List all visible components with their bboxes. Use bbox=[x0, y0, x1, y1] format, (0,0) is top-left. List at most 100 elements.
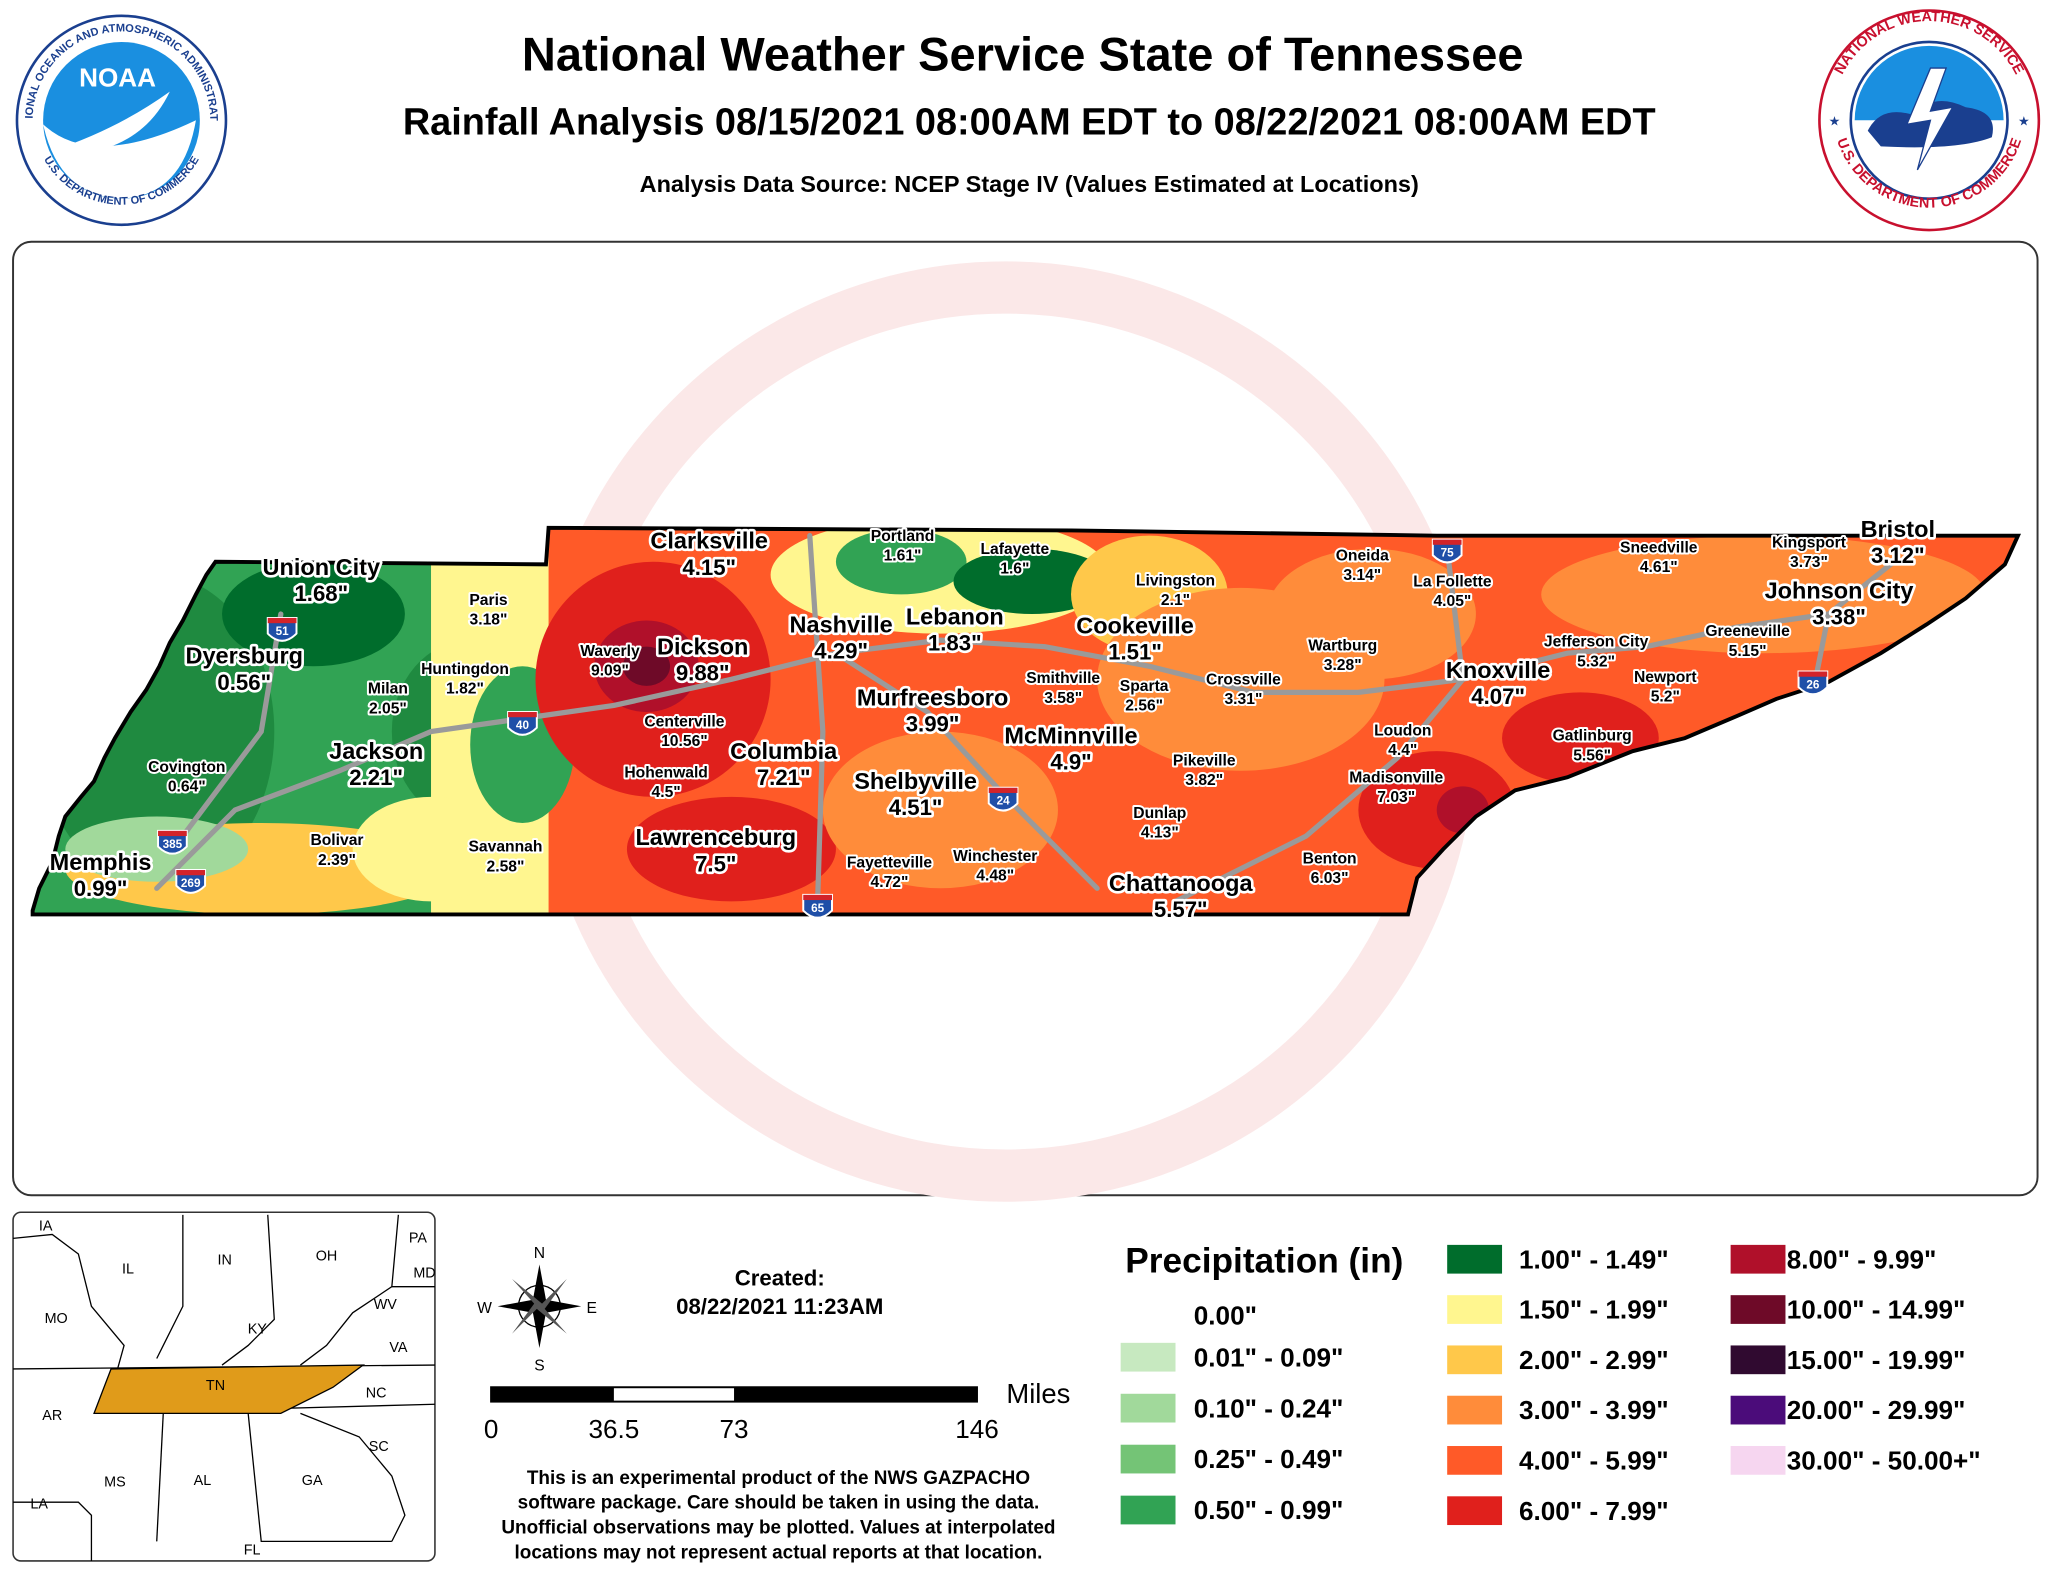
city-value: 0.64" bbox=[168, 779, 206, 796]
interstate-number: 26 bbox=[1806, 678, 1820, 691]
city-name: Crossville bbox=[1206, 672, 1281, 689]
city-value: 3.12" bbox=[1871, 543, 1925, 568]
city-value: 4.15" bbox=[682, 555, 736, 580]
interstate-shield bbox=[157, 829, 188, 855]
highways bbox=[154, 533, 1897, 904]
legend-swatch bbox=[1120, 1342, 1176, 1372]
city-value: 3.82" bbox=[1185, 772, 1223, 789]
legend-title: Precipitation (in) bbox=[1125, 1241, 1403, 1280]
city-name: Loudon bbox=[1374, 722, 1431, 739]
city-value: 4.13" bbox=[1141, 824, 1179, 841]
city-value: 4.48" bbox=[976, 867, 1014, 884]
legend-label: 1.00" - 1.49" bbox=[1519, 1244, 1669, 1274]
city-value: 4.51" bbox=[889, 795, 943, 820]
scale-tick: 73 bbox=[720, 1414, 749, 1444]
city-value: 4.72" bbox=[871, 874, 909, 891]
legend-swatch bbox=[1730, 1345, 1786, 1375]
city-name: Waverly bbox=[580, 643, 640, 660]
noaa-abbr: NOAA bbox=[79, 62, 156, 92]
legend-label: 0.50" - 0.99" bbox=[1194, 1495, 1344, 1525]
interstate-band bbox=[988, 787, 1018, 793]
city-name: Winchester bbox=[953, 848, 1037, 865]
interstate-number: 269 bbox=[181, 877, 201, 890]
interstate-number: 65 bbox=[811, 902, 825, 915]
inset-state-label: IA bbox=[39, 1219, 53, 1235]
city-name: La Follette bbox=[1413, 574, 1492, 591]
title: National Weather Service State of Tennes… bbox=[522, 28, 1524, 81]
interstate-number: 75 bbox=[1441, 547, 1455, 560]
city-name: Hohenwald bbox=[624, 764, 708, 781]
nws-logo: ★ ★ NATIONAL WEATHER SERVICE U.S. DEPART… bbox=[1818, 9, 2041, 232]
city-value: 4.61" bbox=[1640, 559, 1678, 576]
disclaimer-line: locations may not represent actual repor… bbox=[515, 1542, 1043, 1563]
city-value: 5.57" bbox=[1154, 897, 1208, 922]
legend-label: 0.10" - 0.24" bbox=[1194, 1393, 1344, 1423]
interstate-shield bbox=[175, 869, 207, 894]
inset-state-label: AR bbox=[42, 1408, 62, 1424]
city-name: Dickson bbox=[657, 634, 748, 660]
city-value: 2.56" bbox=[1125, 698, 1163, 715]
inset-state-label: NC bbox=[366, 1386, 387, 1402]
interstate-band bbox=[803, 894, 832, 901]
city-value: 2.39" bbox=[318, 852, 356, 869]
subtitle: Rainfall Analysis 08/15/2021 08:00AM EDT… bbox=[403, 102, 1656, 144]
inset-state-label: WV bbox=[374, 1297, 398, 1313]
city-value: 4.5" bbox=[652, 784, 681, 801]
interstate-shield bbox=[266, 616, 298, 642]
city-name: Union City bbox=[263, 554, 381, 580]
inset-state-label: FL bbox=[244, 1542, 261, 1558]
legend: Precipitation (in) 0.00" 0.01" - 0.09" 0.10… bbox=[1120, 1241, 1981, 1526]
legend-swatch bbox=[1120, 1444, 1176, 1474]
inset-state-label: TN bbox=[206, 1378, 225, 1394]
inset-state-label: MD bbox=[413, 1266, 435, 1282]
legend-swatch bbox=[1447, 1446, 1503, 1475]
city-value: 4.4" bbox=[1388, 742, 1417, 759]
interstate-shield bbox=[1797, 670, 1829, 696]
city-name: Fayetteville bbox=[847, 854, 933, 871]
legend-label: 0.25" - 0.49" bbox=[1194, 1444, 1344, 1474]
inset-state-label: OH bbox=[316, 1249, 338, 1265]
scale-tick: 36.5 bbox=[588, 1414, 639, 1444]
legend-label: 6.00" - 7.99" bbox=[1519, 1496, 1669, 1526]
legend-swatch bbox=[1447, 1295, 1503, 1324]
nws-star: ★ bbox=[1829, 114, 1841, 129]
legend-swatch bbox=[1447, 1345, 1503, 1375]
interstate-number: 40 bbox=[516, 719, 530, 732]
city-value: 4.05" bbox=[1433, 593, 1471, 610]
legend-label: 1.50" - 1.99" bbox=[1519, 1295, 1669, 1325]
city-value: 4.29" bbox=[814, 638, 868, 663]
inset-state-label: PA bbox=[409, 1230, 428, 1246]
city-value: 2.05" bbox=[369, 700, 407, 717]
city-name: Knoxville bbox=[1446, 657, 1550, 683]
legend-label: 0.00" bbox=[1194, 1301, 1257, 1331]
interstate-number: 24 bbox=[997, 795, 1011, 808]
city-value: 3.31" bbox=[1224, 691, 1262, 708]
city-name: Lafayette bbox=[980, 541, 1049, 558]
disclaimer-line: This is an experimental product of the N… bbox=[527, 1468, 1030, 1489]
city-value: 1.68" bbox=[294, 581, 348, 606]
city-value: 4.9" bbox=[1050, 749, 1091, 774]
city-value: 7.03" bbox=[1377, 789, 1415, 806]
disclaimer-line: Unofficial observations may be plotted. … bbox=[501, 1518, 1055, 1539]
inset-map bbox=[12, 1211, 436, 1562]
city-name: Columbia bbox=[730, 738, 838, 764]
inset-state-label: GA bbox=[302, 1473, 323, 1489]
inset-state-label: LA bbox=[30, 1497, 48, 1513]
city-value: 3.58" bbox=[1044, 690, 1082, 707]
city-name: Shelbyville bbox=[854, 768, 977, 794]
inset-state-label: SC bbox=[369, 1439, 389, 1455]
city-name: Oneida bbox=[1336, 547, 1389, 564]
legend-swatch bbox=[1120, 1495, 1176, 1525]
city-value: 2.21" bbox=[349, 765, 403, 790]
interstate-number: 51 bbox=[276, 625, 290, 638]
legend-swatch bbox=[1447, 1244, 1503, 1274]
city-value: 10.56" bbox=[661, 733, 708, 750]
city-name: Murfreesboro bbox=[857, 684, 1008, 710]
legend-label: 3.00" - 3.99" bbox=[1519, 1395, 1669, 1425]
city-name: Lawrenceburg bbox=[635, 824, 796, 850]
city-value: 6.03" bbox=[1311, 870, 1349, 887]
inset-state-label: KY bbox=[248, 1322, 268, 1338]
city-value: 3.18" bbox=[470, 611, 508, 628]
source: Analysis Data Source: NCEP Stage IV (Val… bbox=[640, 171, 1419, 197]
